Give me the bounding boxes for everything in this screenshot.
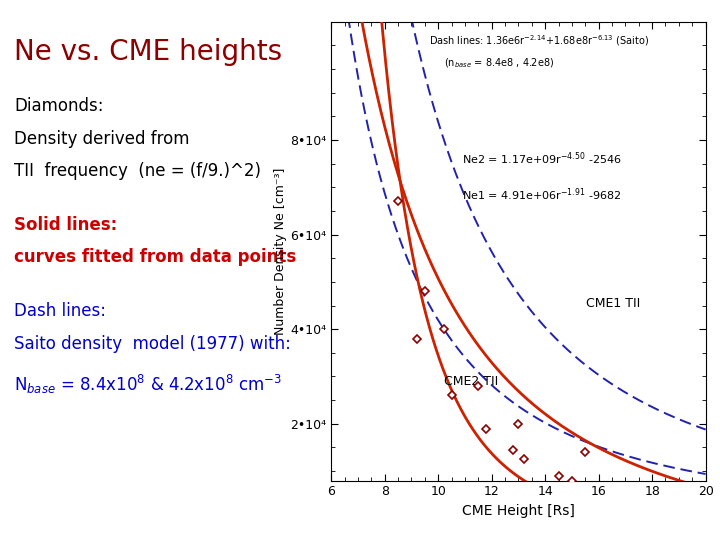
Y-axis label: Number Density Ne [cm⁻³]: Number Density Ne [cm⁻³] [274,167,287,335]
Text: CME1 TII: CME1 TII [586,297,640,310]
Text: Dash lines:: Dash lines: [14,302,107,320]
Text: Density derived from: Density derived from [14,130,190,147]
Text: Saito density  model (1977) with:: Saito density model (1977) with: [14,335,292,353]
Text: Solid lines:: Solid lines: [14,216,117,234]
Text: curves fitted from data points: curves fitted from data points [14,248,297,266]
Text: Dash lines: 1.36e6r$^{-2.14}$+1.68e8r$^{-6.13}$ (Saito): Dash lines: 1.36e6r$^{-2.14}$+1.68e8r$^{… [428,33,649,48]
Text: Diamonds:: Diamonds: [14,97,104,115]
Text: CME2 TII: CME2 TII [444,375,498,388]
Text: Ne vs. CME heights: Ne vs. CME heights [14,38,282,66]
X-axis label: CME Height [Rs]: CME Height [Rs] [462,504,575,518]
Text: Ne2 = 1.17e+09r$^{-4.50}$ -2546: Ne2 = 1.17e+09r$^{-4.50}$ -2546 [462,150,622,167]
Text: TII  frequency  (ne = (f/9.)^2): TII frequency (ne = (f/9.)^2) [14,162,261,180]
Text: Ne1 = 4.91e+06r$^{-1.91}$ -9682: Ne1 = 4.91e+06r$^{-1.91}$ -9682 [462,187,621,204]
Text: (n$_{base}$ = 8.4e8 , 4.2e8): (n$_{base}$ = 8.4e8 , 4.2e8) [444,56,554,70]
Text: N$_{base}$ = 8.4x10$^8$ & 4.2x10$^8$ cm$^{-3}$: N$_{base}$ = 8.4x10$^8$ & 4.2x10$^8$ cm$… [14,373,282,396]
